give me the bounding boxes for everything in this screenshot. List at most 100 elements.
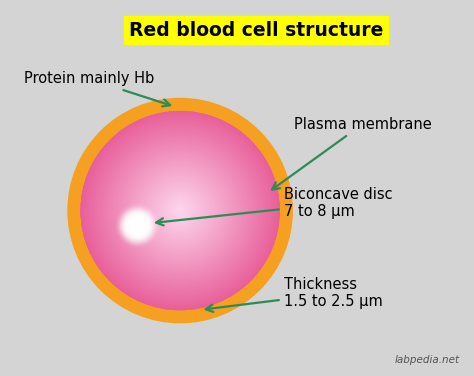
Circle shape xyxy=(91,121,270,300)
Circle shape xyxy=(126,214,149,237)
Circle shape xyxy=(115,146,245,275)
Circle shape xyxy=(110,141,250,280)
Circle shape xyxy=(100,131,260,290)
Circle shape xyxy=(102,133,258,288)
Circle shape xyxy=(130,218,145,233)
Circle shape xyxy=(116,204,159,247)
Circle shape xyxy=(145,176,215,246)
Circle shape xyxy=(89,119,272,302)
Circle shape xyxy=(100,130,261,291)
Circle shape xyxy=(124,212,151,239)
Circle shape xyxy=(127,215,148,237)
Circle shape xyxy=(84,115,276,306)
Text: Plasma membrane: Plasma membrane xyxy=(272,117,432,190)
Circle shape xyxy=(122,210,153,241)
Circle shape xyxy=(128,158,233,263)
Circle shape xyxy=(172,202,189,219)
Circle shape xyxy=(120,208,155,243)
Circle shape xyxy=(120,151,240,270)
Circle shape xyxy=(91,121,270,300)
Circle shape xyxy=(92,123,268,299)
Circle shape xyxy=(105,136,255,285)
Circle shape xyxy=(106,137,254,284)
Circle shape xyxy=(99,129,262,292)
Circle shape xyxy=(140,171,220,250)
Circle shape xyxy=(83,114,277,307)
Circle shape xyxy=(95,126,265,295)
Text: Protein mainly Hb: Protein mainly Hb xyxy=(24,71,170,106)
Circle shape xyxy=(133,221,142,230)
Circle shape xyxy=(81,111,280,310)
Circle shape xyxy=(134,165,226,256)
Circle shape xyxy=(107,138,253,284)
Circle shape xyxy=(95,126,265,295)
Circle shape xyxy=(98,128,263,293)
Circle shape xyxy=(135,166,225,255)
Circle shape xyxy=(110,141,250,280)
Circle shape xyxy=(148,179,212,242)
Circle shape xyxy=(135,166,225,255)
Circle shape xyxy=(128,216,147,235)
Circle shape xyxy=(128,217,146,234)
Circle shape xyxy=(96,127,264,294)
Circle shape xyxy=(132,163,228,258)
Circle shape xyxy=(113,144,247,277)
Circle shape xyxy=(94,125,266,296)
Circle shape xyxy=(115,146,245,275)
Circle shape xyxy=(99,129,262,292)
Circle shape xyxy=(165,196,195,226)
Circle shape xyxy=(81,111,280,310)
Circle shape xyxy=(100,131,260,290)
Circle shape xyxy=(112,143,248,278)
Circle shape xyxy=(92,123,268,298)
Circle shape xyxy=(126,157,234,264)
Circle shape xyxy=(167,197,193,224)
Circle shape xyxy=(118,206,157,245)
Text: Biconcave disc
7 to 8 μm: Biconcave disc 7 to 8 μm xyxy=(156,187,393,226)
Circle shape xyxy=(124,154,237,267)
Circle shape xyxy=(125,213,150,238)
Circle shape xyxy=(104,134,256,287)
Circle shape xyxy=(111,142,249,279)
Circle shape xyxy=(128,159,232,262)
Circle shape xyxy=(87,118,273,303)
Circle shape xyxy=(119,150,241,271)
Circle shape xyxy=(147,177,213,244)
Circle shape xyxy=(129,160,231,261)
Circle shape xyxy=(114,145,246,276)
Circle shape xyxy=(84,114,276,307)
Circle shape xyxy=(114,144,246,277)
Circle shape xyxy=(117,147,243,274)
Circle shape xyxy=(138,169,222,252)
Circle shape xyxy=(178,209,182,212)
Circle shape xyxy=(173,204,187,217)
Circle shape xyxy=(138,169,222,252)
Circle shape xyxy=(85,116,275,305)
Circle shape xyxy=(157,187,203,234)
Circle shape xyxy=(142,172,219,249)
Circle shape xyxy=(137,168,223,253)
Circle shape xyxy=(97,127,263,294)
Circle shape xyxy=(128,159,232,262)
Circle shape xyxy=(89,119,272,302)
Circle shape xyxy=(112,143,248,279)
Circle shape xyxy=(93,124,267,297)
Circle shape xyxy=(137,167,223,254)
Circle shape xyxy=(121,152,239,269)
Circle shape xyxy=(150,181,210,241)
Circle shape xyxy=(109,140,251,281)
Text: Thickness
1.5 to 2.5 μm: Thickness 1.5 to 2.5 μm xyxy=(206,277,383,312)
Circle shape xyxy=(120,151,240,270)
Circle shape xyxy=(103,134,257,287)
Circle shape xyxy=(130,161,230,260)
Circle shape xyxy=(168,199,192,222)
Circle shape xyxy=(82,112,278,309)
Circle shape xyxy=(125,156,235,265)
Circle shape xyxy=(86,117,274,304)
Circle shape xyxy=(123,211,152,240)
Circle shape xyxy=(131,162,229,259)
Circle shape xyxy=(158,189,202,232)
Circle shape xyxy=(90,120,271,301)
Circle shape xyxy=(133,164,227,258)
Circle shape xyxy=(140,171,220,250)
